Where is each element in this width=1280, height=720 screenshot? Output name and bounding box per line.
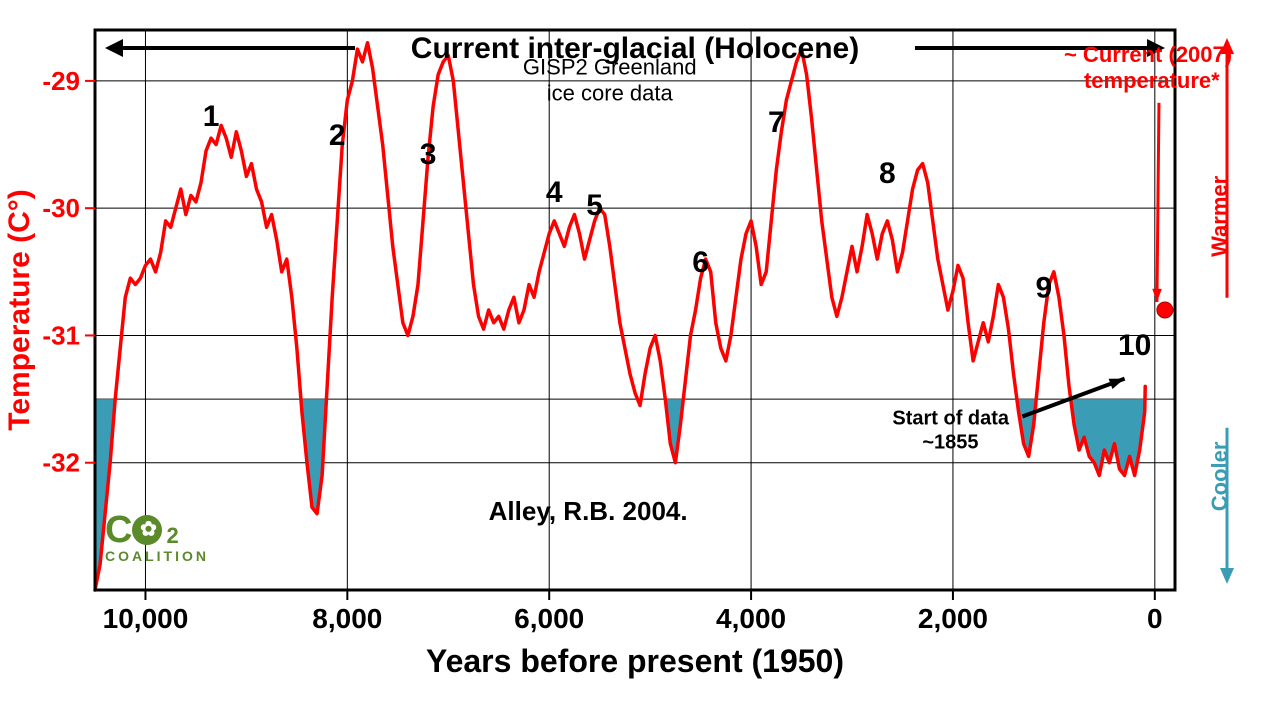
current-temp-arrow [1157,103,1159,302]
peak-label: 4 [546,176,563,209]
cooler-arrowhead-icon [1220,568,1234,584]
x-axis-label: Years before present (1950) [426,643,844,679]
x-tick-label: 10,000 [103,603,189,634]
x-tick-label: 6,000 [514,603,584,634]
current-temp-point [1157,302,1173,318]
y-tick-label: -32 [42,448,80,478]
x-tick-label: 0 [1147,603,1163,634]
x-tick-label: 8,000 [312,603,382,634]
peak-label: 8 [879,157,896,190]
peak-label: 5 [586,189,603,222]
logo-2: 2 [166,525,176,547]
start-data-label-1: Start of data [892,408,1010,430]
peak-label: 1 [203,100,220,133]
holocene-temperature-chart: 10,000 8,000 6,000 4,000 2,000 0 Years before … [0,0,1280,720]
citation: Alley, R.B. 2004. [489,496,688,526]
x-tick-label: 2,000 [918,603,988,634]
logo-coalition: COALITION [105,548,209,564]
peak-label: 6 [692,246,709,279]
y-tick-label: -29 [42,66,80,96]
co2-coalition-logo: C 2 COALITION [105,511,209,565]
y-tick-label: -31 [42,320,80,350]
logo-c: C [105,511,130,549]
peak-label: 10 [1118,329,1151,362]
peak-label: 9 [1035,272,1052,305]
y-axis-label: Temperature (C°) [3,189,36,430]
logo-leaf-icon [132,515,162,545]
peak-label: 2 [329,119,346,152]
x-tick-label: 4,000 [716,603,786,634]
peak-label: 3 [420,138,437,171]
peak-label: 7 [768,106,785,139]
subtitle-line2: ice core data [547,81,674,106]
current-temp-label-1: ~ Current (2007) [1064,42,1232,67]
start-data-label-2: ~1855 [922,432,978,454]
subtitle-line1: GISP2 Greenland [523,55,697,80]
y-tick-label: -30 [42,193,80,223]
current-temp-label-2: temperature* [1084,68,1220,93]
